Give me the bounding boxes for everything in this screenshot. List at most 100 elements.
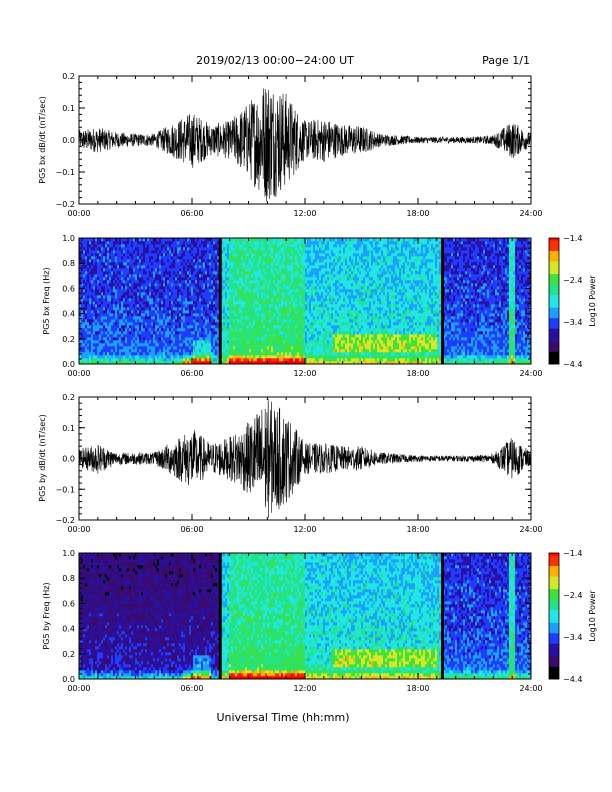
spectrogram-cell xyxy=(135,355,138,359)
spectrogram-cell xyxy=(279,313,282,317)
spectrogram-cell xyxy=(147,286,150,290)
spectrogram-cell xyxy=(193,349,196,353)
spectrogram-cell xyxy=(257,274,260,278)
spectrogram-cell xyxy=(171,277,174,281)
spectrogram-cell xyxy=(271,292,274,296)
spectrogram-cell xyxy=(261,343,264,347)
spectrogram-cell xyxy=(79,328,82,332)
spectrogram-cell xyxy=(271,259,274,263)
spectrogram-cell xyxy=(175,238,178,242)
spectrogram-cell xyxy=(303,274,306,278)
spectrogram-cell xyxy=(285,340,288,344)
spectrogram-cell xyxy=(155,247,158,251)
spectrogram-cell xyxy=(261,295,264,299)
spectrogram-cell xyxy=(255,349,258,353)
spectrogram-cell xyxy=(103,259,106,263)
spectrogram-cell xyxy=(155,253,158,257)
spectrogram-cell xyxy=(113,286,116,290)
spectrogram-cell xyxy=(151,259,154,263)
spectrogram-cell xyxy=(213,340,216,344)
spectrogram-cell xyxy=(187,259,190,263)
spectrogram-cell xyxy=(243,241,246,245)
spectrogram-cell xyxy=(179,253,182,257)
spectrogram-cell xyxy=(91,301,94,305)
spectrogram-cell xyxy=(259,319,262,323)
spectrogram-cell xyxy=(281,253,284,257)
spectrogram-cell xyxy=(195,238,198,242)
spectrogram-cell xyxy=(257,289,260,293)
spectrogram-cell xyxy=(201,310,204,314)
spectrogram-cell xyxy=(299,325,302,329)
spectrogram-cell xyxy=(141,247,144,251)
spectrogram-cell xyxy=(149,334,152,338)
spectrogram-cell xyxy=(307,313,310,317)
spectrogram-cell xyxy=(309,277,312,281)
spectrogram-cell xyxy=(181,325,184,329)
spectrogram-cell xyxy=(211,340,214,344)
spectrogram-cell xyxy=(301,346,304,350)
spectrogram-cell xyxy=(179,304,182,308)
spectrogram-cell xyxy=(247,355,250,359)
spectrogram-cell xyxy=(147,271,150,275)
spectrogram-cell xyxy=(149,280,152,284)
spectrogram-cell xyxy=(183,238,186,242)
spectrogram-cell xyxy=(293,328,296,332)
spectrogram-cell xyxy=(253,334,256,338)
spectrogram-cell xyxy=(221,310,224,314)
spectrogram-cell xyxy=(231,322,234,326)
spectrogram-cell xyxy=(173,268,176,272)
spectrogram-cell xyxy=(199,262,202,266)
spectrogram-cell xyxy=(163,349,166,353)
spectrogram-cell xyxy=(307,271,310,275)
spectrogram-cell xyxy=(113,310,116,314)
spectrogram-cell xyxy=(171,292,174,296)
spectrogram-cell xyxy=(307,265,310,269)
spectrogram-cell xyxy=(105,349,108,353)
spectrogram-cell xyxy=(117,349,120,353)
spectrogram-cell xyxy=(297,301,300,305)
spectrogram-cell xyxy=(95,349,98,353)
spectrogram-cell xyxy=(267,283,270,287)
spectrogram-cell xyxy=(191,244,194,248)
spectrogram-cell xyxy=(199,331,202,335)
spectrogram-cell xyxy=(227,343,230,347)
spectrogram-cell xyxy=(135,250,138,254)
spectrogram-cell xyxy=(213,334,216,338)
spectrogram-cell xyxy=(153,337,156,341)
spectrogram-cell xyxy=(255,238,258,242)
spectrogram-cell xyxy=(271,301,274,305)
spectrogram-cell xyxy=(191,319,194,323)
spectrogram-cell xyxy=(193,247,196,251)
spectrogram-cell xyxy=(113,343,116,347)
spectrogram-cell xyxy=(227,301,230,305)
spectrogram-cell xyxy=(223,361,226,365)
spectrogram-cell xyxy=(311,358,314,362)
spectrogram-cell xyxy=(169,322,172,326)
spectrogram-cell xyxy=(195,304,198,308)
spectrogram-cell xyxy=(259,313,262,317)
spectrogram-cell xyxy=(83,334,86,338)
spectrogram-cell xyxy=(101,259,104,263)
spectrogram-cell xyxy=(141,289,144,293)
spectrogram-cell xyxy=(145,265,148,269)
spectrogram-cell xyxy=(171,241,174,245)
spectrogram-cell xyxy=(81,349,84,353)
spectrogram-cell xyxy=(103,247,106,251)
spectrogram-cell xyxy=(271,265,274,269)
spectrogram-cell xyxy=(277,301,280,305)
spectrogram-cell xyxy=(127,268,130,272)
spectrogram-cell xyxy=(209,340,212,344)
spectrogram-cell xyxy=(149,316,152,320)
spectrogram-cell xyxy=(121,355,124,359)
spectrogram-cell xyxy=(103,307,106,311)
spectrogram-cell xyxy=(271,310,274,314)
spectrogram-cell xyxy=(297,268,300,272)
spectrogram-cell xyxy=(265,313,268,317)
spectrogram-cell xyxy=(203,310,206,314)
spectrogram-cell xyxy=(207,292,210,296)
spectrogram-cell xyxy=(149,265,152,269)
x-tick-label: 06:00 xyxy=(180,209,203,218)
spectrogram-cell xyxy=(217,316,220,320)
spectrogram-cell xyxy=(261,262,264,266)
spectrogram-cell xyxy=(283,250,286,254)
